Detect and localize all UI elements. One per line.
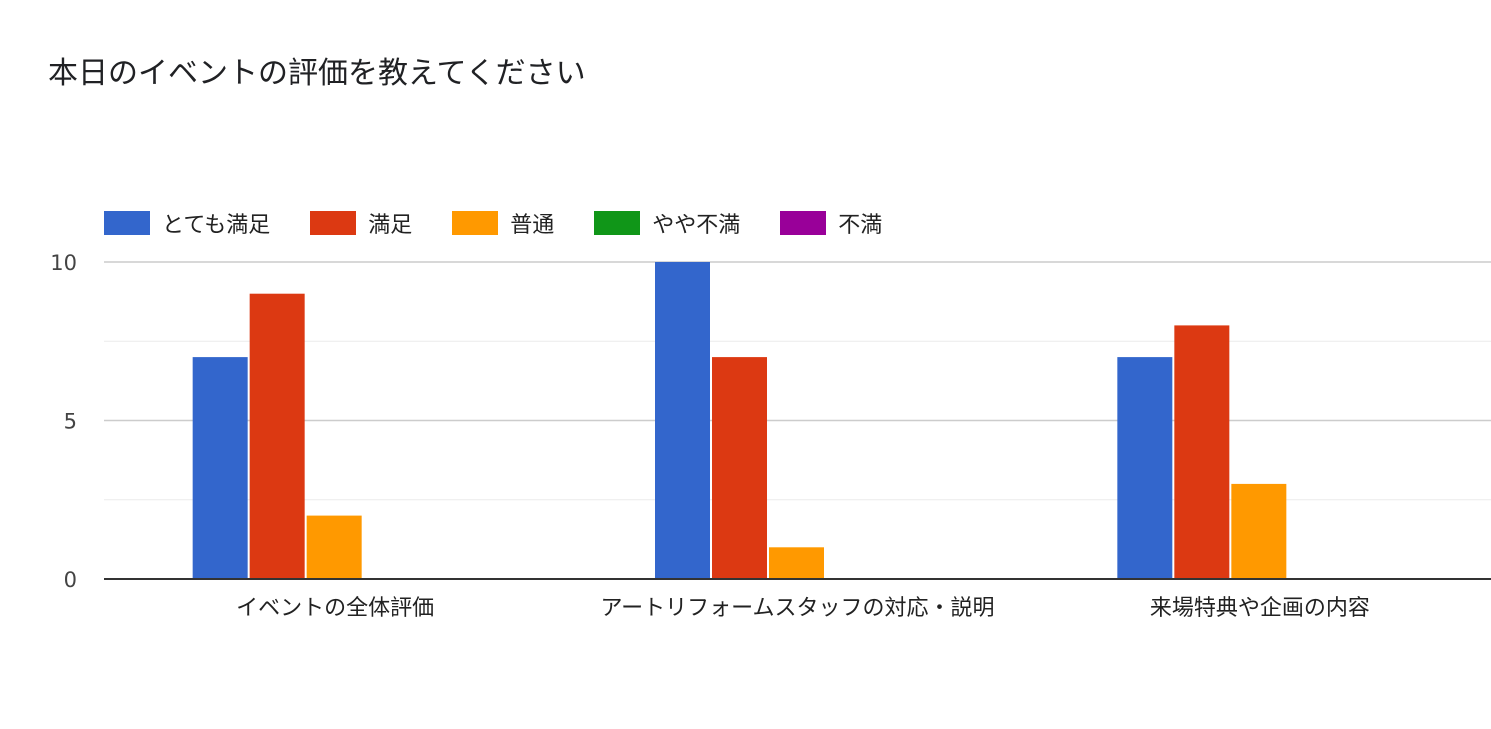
legend-item-somewhat-dissatisfied[interactable]: やや不満 bbox=[594, 207, 740, 239]
legend-item-neutral[interactable]: 普通 bbox=[452, 207, 554, 239]
bar-0-0[interactable] bbox=[192, 357, 248, 579]
chart-title: 本日のイベントの評価を教えてください bbox=[48, 56, 586, 91]
bars bbox=[192, 262, 1287, 579]
legend-swatch bbox=[310, 211, 357, 235]
x-category-label: イベントの全体評価 bbox=[236, 596, 434, 621]
legend: とても満足 満足 普通 やや不満 不満 bbox=[104, 207, 922, 239]
bar-0-1[interactable] bbox=[249, 293, 305, 579]
bar-1-2[interactable] bbox=[769, 547, 824, 579]
y-tick-label: 5 bbox=[64, 410, 77, 434]
legend-swatch bbox=[452, 211, 499, 235]
gridlines bbox=[104, 261, 1491, 501]
legend-item-very-satisfied[interactable]: とても満足 bbox=[104, 207, 270, 239]
legend-label: 普通 bbox=[510, 213, 555, 238]
legend-label: 満足 bbox=[368, 213, 413, 238]
bar-1-0[interactable] bbox=[655, 262, 710, 579]
x-category-label: アートリフォームスタッフの対応・説明 bbox=[600, 596, 994, 621]
y-tick-label: 10 bbox=[50, 251, 77, 275]
legend-item-dissatisfied[interactable]: 不満 bbox=[780, 207, 882, 239]
x-axis-categories: イベントの全体評価 アートリフォームスタッフの対応・説明 来場特典や企画の内容 bbox=[236, 596, 1370, 621]
y-tick-label: 0 bbox=[64, 568, 77, 592]
bar-2-2[interactable] bbox=[1231, 483, 1287, 579]
legend-swatch bbox=[594, 211, 641, 235]
legend-swatch bbox=[780, 211, 827, 235]
bar-0-2[interactable] bbox=[306, 515, 362, 579]
legend-label: やや不満 bbox=[652, 213, 741, 238]
legend-item-satisfied[interactable]: 満足 bbox=[310, 207, 412, 239]
bar-2-1[interactable] bbox=[1174, 325, 1230, 579]
legend-label: 不満 bbox=[838, 213, 883, 238]
y-axis-ticks: 0 5 10 bbox=[50, 251, 77, 592]
legend-swatch bbox=[104, 211, 150, 235]
x-category-label: 来場特典や企画の内容 bbox=[1150, 596, 1370, 621]
bar-1-1[interactable] bbox=[712, 357, 767, 579]
legend-label: とても満足 bbox=[162, 213, 271, 238]
bar-2-0[interactable] bbox=[1117, 357, 1173, 579]
